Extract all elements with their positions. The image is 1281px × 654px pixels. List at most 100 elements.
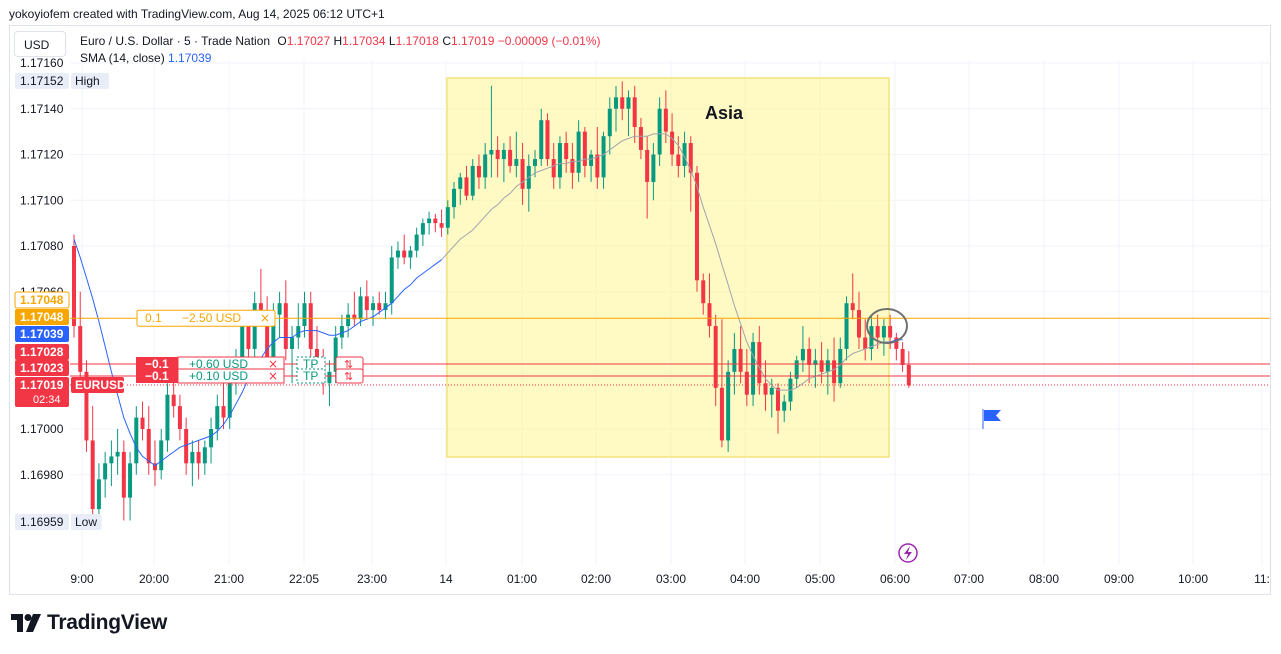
- candle-body: [389, 257, 394, 304]
- candle-body: [900, 348, 905, 365]
- price-label-value: 1.17048: [20, 293, 64, 307]
- price-label: 1.17019 02:34 EURUSD: [15, 377, 126, 407]
- price-label-value: 1.17152: [20, 74, 64, 88]
- candle-body: [358, 296, 363, 320]
- candle-body: [807, 348, 812, 365]
- candle-body: [433, 218, 438, 224]
- candle-body: [333, 337, 338, 372]
- candle-body: [856, 310, 861, 338]
- candle-body: [308, 303, 313, 349]
- candle-body: [557, 143, 562, 178]
- candle-body: [383, 303, 388, 311]
- price-label: 1.16959 Low: [15, 514, 102, 530]
- price-label: 1.17048: [15, 309, 69, 325]
- close-value: 1.17019: [451, 34, 495, 48]
- candle-body: [551, 159, 556, 178]
- price-label-tag-bg: [71, 377, 124, 393]
- price-label-value: 1.17048: [20, 310, 64, 324]
- time-tick-label: 02:00: [581, 572, 611, 586]
- order-badge: −0.1 +0.60 USD × TP ⇅: [136, 356, 364, 372]
- candle-body: [744, 371, 749, 395]
- candle-body: [215, 406, 220, 429]
- order-qty-bg: [136, 357, 178, 371]
- candle-body: [626, 97, 631, 109]
- candle-body: [657, 108, 662, 155]
- candle-body: [607, 108, 612, 137]
- candle-body: [371, 303, 376, 311]
- time-tick-label: 11:: [1254, 572, 1270, 586]
- price-label-value: 1.16959: [20, 515, 64, 529]
- price-label-tag: EURUSD: [75, 378, 126, 392]
- circle-annotation: [866, 308, 908, 344]
- candle-body: [539, 120, 544, 160]
- candle-body: [115, 451, 120, 457]
- order-pnl: +0.10 USD: [189, 369, 248, 383]
- time-tick-label: 20:00: [139, 572, 169, 586]
- candle-body: [96, 479, 101, 510]
- candle-body: [445, 207, 450, 228]
- flag-icon: [982, 409, 1001, 429]
- symbol-description[interactable]: Euro / U.S. Dollar · 5 · Trade Nation: [80, 34, 271, 48]
- price-label-value: 1.17028: [20, 345, 64, 359]
- price-label-tag-bg: [71, 73, 109, 89]
- price-label-bg: [14, 291, 70, 309]
- candle-body: [464, 177, 469, 196]
- close-label: C: [442, 34, 451, 48]
- candle-body: [458, 177, 463, 189]
- candle-body: [726, 371, 731, 441]
- session-label: Asia: [705, 103, 744, 123]
- candle-body: [470, 165, 475, 196]
- order-qty: −0.1: [145, 357, 169, 371]
- candle-body: [825, 360, 830, 372]
- candle-body: [682, 143, 687, 166]
- candle-body: [545, 120, 550, 160]
- price-label-bg: [15, 344, 69, 360]
- candle-body: [414, 234, 419, 251]
- candle-body: [707, 303, 712, 327]
- candle-body: [881, 326, 886, 338]
- candle-body: [171, 394, 176, 407]
- candle-body: [177, 406, 182, 429]
- order-badge: −0.1 +0.10 USD × TP ⇅: [136, 368, 364, 384]
- candle-body: [688, 143, 693, 173]
- candle-body: [165, 394, 170, 441]
- order-qty-bg: [136, 369, 178, 383]
- sma-legend[interactable]: SMA (14, close) 1.17039: [80, 51, 211, 65]
- candle-body: [452, 188, 457, 208]
- position-qty: 0.1: [145, 311, 162, 325]
- price-label: 1.17039: [15, 326, 69, 342]
- candle-body: [140, 417, 145, 429]
- candle-body: [763, 383, 768, 395]
- price-label-countdown: 02:34: [33, 394, 61, 406]
- candle-body: [283, 303, 288, 349]
- tradingview-logo[interactable]: TradingView: [11, 611, 167, 635]
- candle-body: [713, 326, 718, 388]
- price-tick-label: 1.17140: [20, 102, 64, 116]
- price-label-tag: High: [75, 74, 100, 88]
- time-tick-label: 06:00: [880, 572, 910, 586]
- order-qty: −0.1: [145, 369, 169, 383]
- candle-body: [850, 303, 855, 311]
- price-label-bg: [15, 309, 69, 325]
- sma-label: SMA (14, close): [80, 51, 165, 65]
- candle-body: [570, 159, 575, 173]
- candle-body: [508, 149, 513, 166]
- change-value: −0.00009 (−0.01%): [497, 34, 601, 48]
- candle-body: [751, 342, 756, 395]
- candle-body: [196, 451, 201, 464]
- candle-body: [576, 131, 581, 173]
- candle-body: [339, 326, 344, 338]
- price-label: 1.17048: [14, 291, 70, 309]
- candle-body: [819, 360, 824, 372]
- candle-body: [109, 456, 114, 464]
- currency-button[interactable]: USD: [14, 31, 66, 57]
- candle-body: [439, 223, 444, 228]
- candle-body: [302, 303, 307, 327]
- candle-body: [209, 429, 214, 448]
- price-tick-label: 1.17080: [20, 239, 64, 253]
- time-tick-label: 22:05: [289, 572, 319, 586]
- candle-body: [103, 463, 108, 480]
- candle-body: [620, 97, 625, 109]
- candle-body: [701, 280, 706, 304]
